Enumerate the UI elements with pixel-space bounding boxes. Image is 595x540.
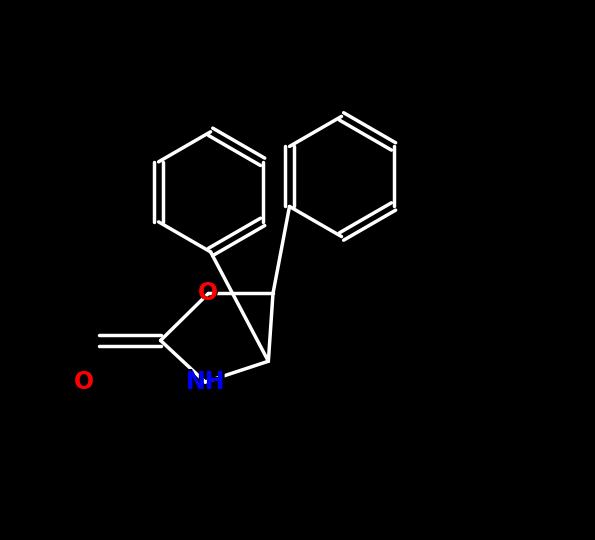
Text: O: O	[74, 370, 93, 394]
Text: O: O	[198, 281, 218, 306]
Text: O: O	[197, 280, 220, 307]
Text: NH: NH	[183, 369, 227, 395]
Text: NH: NH	[186, 370, 225, 394]
Text: O: O	[73, 369, 95, 395]
